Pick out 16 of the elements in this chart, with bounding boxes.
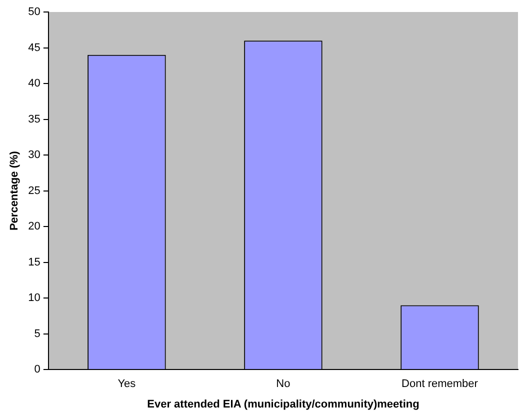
y-tick-label: 40 [28,78,40,90]
y-tick-label: 35 [28,113,40,126]
y-tick-label: 50 [28,6,40,18]
y-tick-label: 5 [34,328,40,340]
x-axis-title: Ever attended EIA (municipality/community)meeting [147,398,420,410]
x-tick-label: Dont remember [402,378,478,390]
x-tick-label: No [276,378,290,390]
y-tick-label: 0 [34,364,40,376]
y-tick-label: 10 [28,292,40,304]
y-tick-label: 25 [28,184,40,197]
y-axis-title: Percentage (%) [8,150,21,231]
y-tick-label: 20 [28,220,40,233]
y-tick-label: 15 [28,256,40,268]
y-tick-label: 30 [28,149,40,162]
x-tick-label: Yes [118,378,136,390]
y-tick-label: 45 [28,42,40,54]
